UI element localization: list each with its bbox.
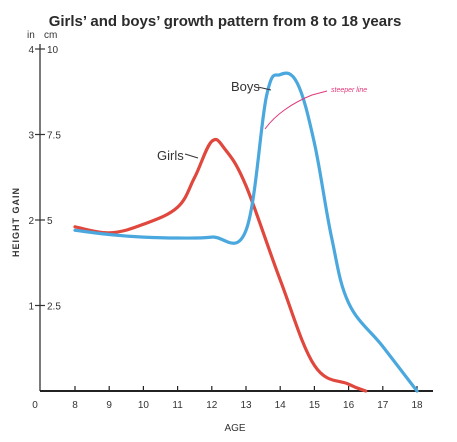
- y-tick-label-in: 4: [28, 45, 34, 56]
- girls-label-leader: [184, 153, 199, 159]
- y-tick-label-cm: 5: [47, 216, 53, 227]
- steeper-line-annotation-stroke: [264, 90, 328, 130]
- y-tick-label-in: 2: [28, 216, 34, 227]
- x-tick-label: 12: [206, 400, 218, 411]
- steeper-line-annotation: steeper line: [331, 87, 367, 94]
- x-tick-label: 10: [138, 400, 150, 411]
- x-tick-label: 18: [411, 400, 423, 411]
- x-tick-label: 15: [309, 400, 321, 411]
- chart-title: Girls’ and boys’ growth pattern from 8 t…: [49, 13, 402, 30]
- x-tick-label: 16: [343, 400, 355, 411]
- y-ticks: 1 2.5 2 5 3 7.5 4 10: [28, 45, 61, 313]
- x-axis-label: AGE: [224, 423, 245, 434]
- x-tick-label: 14: [275, 400, 287, 411]
- y-tick-label-cm: 10: [47, 45, 59, 56]
- x-tick-label: 9: [106, 400, 112, 411]
- y-tick-label-cm: 2.5: [47, 302, 61, 313]
- y-tick-label-cm: 7.5: [47, 131, 61, 142]
- boys-label-leader: [257, 86, 272, 91]
- x-origin-label: 0: [32, 400, 38, 411]
- boys-series-label: Boys: [231, 79, 260, 94]
- y-unit-in: in: [27, 30, 35, 41]
- series-line-boys: [73, 71, 419, 393]
- y-unit-cm: cm: [44, 30, 57, 41]
- y-tick-label-in: 1: [28, 302, 34, 313]
- x-tick-label: 8: [72, 400, 78, 411]
- y-axis-label: HEIGHT GAIN: [11, 187, 21, 257]
- series-line-girls: [73, 137, 368, 393]
- x-ticks: 8 9 10 11 12 13 14 15 16 17 18: [72, 386, 423, 411]
- x-tick-label: 11: [172, 400, 183, 411]
- girls-series-label: Girls: [157, 148, 184, 163]
- y-tick-label-in: 3: [28, 131, 34, 142]
- x-tick-label: 13: [240, 400, 252, 411]
- series-layer: [73, 71, 419, 393]
- x-tick-label: 17: [377, 400, 389, 411]
